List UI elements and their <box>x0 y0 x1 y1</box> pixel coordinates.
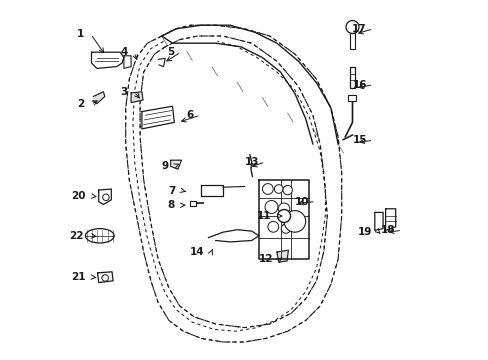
Text: 19: 19 <box>357 227 371 237</box>
Circle shape <box>346 21 358 33</box>
Circle shape <box>284 211 305 232</box>
Circle shape <box>267 221 278 232</box>
Text: 6: 6 <box>186 110 194 120</box>
Circle shape <box>278 203 289 215</box>
Text: 15: 15 <box>352 135 366 145</box>
Text: 18: 18 <box>381 225 395 235</box>
Circle shape <box>102 275 108 281</box>
Text: 14: 14 <box>190 247 204 257</box>
Text: 3: 3 <box>120 87 127 97</box>
Text: 8: 8 <box>167 200 174 210</box>
Circle shape <box>281 224 290 233</box>
Text: 12: 12 <box>258 254 273 264</box>
Circle shape <box>277 210 290 222</box>
Ellipse shape <box>85 229 114 243</box>
Circle shape <box>262 184 273 194</box>
Polygon shape <box>131 92 142 103</box>
Circle shape <box>274 185 283 193</box>
Circle shape <box>283 185 292 195</box>
Text: 17: 17 <box>351 24 366 34</box>
Text: 16: 16 <box>352 80 366 90</box>
Polygon shape <box>276 250 288 262</box>
Polygon shape <box>93 92 104 104</box>
Text: 20: 20 <box>71 191 86 201</box>
Text: 11: 11 <box>257 211 271 221</box>
Bar <box>349 33 354 49</box>
Text: 7: 7 <box>168 186 176 196</box>
Text: 1: 1 <box>77 29 84 39</box>
Text: 9: 9 <box>162 161 168 171</box>
Bar <box>190 201 196 206</box>
Text: 21: 21 <box>71 272 86 282</box>
Text: 5: 5 <box>167 47 174 57</box>
Text: 10: 10 <box>294 197 309 207</box>
Text: 13: 13 <box>244 157 258 167</box>
Text: 22: 22 <box>69 231 83 241</box>
Polygon shape <box>170 160 181 169</box>
Text: 2: 2 <box>77 99 84 109</box>
Circle shape <box>102 194 109 201</box>
Text: 4: 4 <box>120 47 127 57</box>
Circle shape <box>264 201 277 213</box>
Bar <box>349 67 355 88</box>
Bar <box>347 95 355 101</box>
